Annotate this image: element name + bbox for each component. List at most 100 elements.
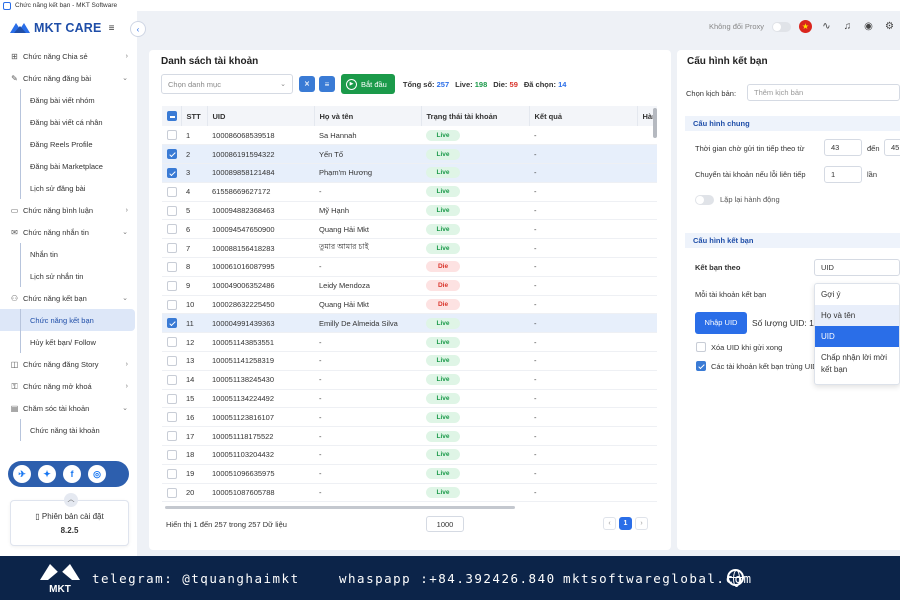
row-select-cell[interactable] bbox=[162, 389, 181, 409]
play-circle-icon[interactable]: ◉ bbox=[864, 21, 873, 32]
select-all-checkbox[interactable] bbox=[167, 111, 177, 121]
row-select-cell[interactable] bbox=[162, 163, 181, 183]
table-row[interactable]: 3 100089858121484 Phạm'm Hương Live - bbox=[162, 163, 657, 183]
menu-icon[interactable]: ≡ bbox=[108, 22, 115, 34]
import-uid-button[interactable]: Nhập UID bbox=[695, 312, 747, 334]
row-checkbox[interactable] bbox=[167, 449, 177, 460]
row-checkbox[interactable] bbox=[167, 374, 177, 385]
same-uid-option[interactable] bbox=[696, 361, 706, 371]
wait-to-input[interactable]: 45 bbox=[884, 139, 900, 156]
row-checkbox[interactable] bbox=[167, 337, 177, 348]
next-page-button[interactable]: › bbox=[635, 517, 648, 530]
row-checkbox[interactable] bbox=[167, 468, 177, 479]
row-checkbox[interactable] bbox=[167, 393, 177, 404]
list-button[interactable]: ≡ bbox=[319, 76, 335, 92]
filter-button[interactable]: ⩙ bbox=[299, 76, 315, 92]
sidebar-item-comment[interactable]: ▭ Chức năng bình luận › bbox=[0, 199, 137, 221]
sidebar-sub-post-history[interactable]: Lịch sử đăng bài bbox=[0, 177, 137, 199]
messenger-icon[interactable]: ✦ bbox=[38, 465, 56, 483]
row-checkbox[interactable] bbox=[167, 224, 177, 235]
table-row[interactable]: 19 100051096635975- Live - bbox=[162, 464, 657, 484]
row-checkbox[interactable] bbox=[167, 243, 177, 254]
row-select-cell[interactable] bbox=[162, 407, 181, 428]
row-select-cell[interactable] bbox=[162, 238, 181, 259]
table-row[interactable]: 13 100051141258319- Live - bbox=[162, 351, 657, 371]
row-checkbox[interactable] bbox=[167, 261, 177, 272]
dropdown-option-uid[interactable]: UID bbox=[815, 326, 899, 347]
row-select-cell[interactable] bbox=[162, 276, 181, 296]
proxy-toggle[interactable] bbox=[772, 21, 791, 32]
friend-by-select[interactable]: UID bbox=[814, 259, 900, 276]
sidebar-sub-marketplace[interactable]: Đăng bài Marketplace bbox=[0, 155, 137, 177]
row-checkbox[interactable] bbox=[167, 205, 177, 216]
sidebar-sub-reels[interactable]: Đăng Reels Profile bbox=[0, 133, 137, 155]
whatsapp-contact[interactable]: whaspapp :+84.392426.840 bbox=[339, 571, 556, 586]
row-checkbox[interactable] bbox=[167, 186, 177, 197]
prev-page-button[interactable]: ‹ bbox=[603, 517, 616, 530]
row-checkbox[interactable] bbox=[167, 487, 177, 498]
table-row[interactable]: 17 100051118175522- Live - bbox=[162, 426, 657, 447]
row-checkbox[interactable] bbox=[167, 355, 177, 366]
table-row[interactable]: 14 100051138245430- Live - bbox=[162, 370, 657, 390]
row-select-cell[interactable] bbox=[162, 201, 181, 221]
sidebar-item-story[interactable]: ◫ Chức năng đăng Story › bbox=[0, 353, 137, 375]
website-icon[interactable]: ◎ bbox=[88, 465, 106, 483]
scenario-select[interactable]: Thêm kịch bản bbox=[747, 84, 900, 101]
table-row[interactable]: 10 100028632225450 Quang Hải Mkt Die - bbox=[162, 295, 657, 315]
col-status[interactable]: Trạng thái tài khoản bbox=[421, 106, 530, 126]
sidebar-sub-message-history[interactable]: Lịch sử nhắn tin bbox=[0, 265, 137, 287]
row-select-cell[interactable] bbox=[162, 332, 181, 353]
row-checkbox[interactable] bbox=[167, 280, 177, 291]
telegram-icon[interactable]: ✈ bbox=[13, 465, 31, 483]
sidebar-item-care[interactable]: ▤ Chăm sóc tài khoản ⌄ bbox=[0, 397, 137, 419]
vietnam-flag-icon[interactable]: ★ bbox=[799, 20, 812, 33]
row-checkbox[interactable] bbox=[167, 318, 177, 329]
table-horizontal-scrollbar[interactable] bbox=[165, 506, 515, 509]
row-select-cell[interactable] bbox=[162, 144, 181, 165]
facebook-icon[interactable]: f bbox=[63, 465, 81, 483]
row-select-cell[interactable] bbox=[162, 313, 181, 334]
sidebar-sub-message[interactable]: Nhắn tin bbox=[0, 243, 137, 265]
category-select[interactable]: Chọn danh mục ⌄ bbox=[161, 74, 293, 94]
table-row[interactable]: 5 100094882368463 Mỹ Hạnh Live - bbox=[162, 201, 657, 221]
collapse-sidebar-button[interactable]: ‹ bbox=[130, 21, 146, 37]
gear-icon[interactable]: ⚙ bbox=[885, 21, 894, 32]
select-all-cell[interactable] bbox=[162, 106, 182, 126]
chevron-up-icon[interactable]: ︿ bbox=[64, 493, 78, 507]
activity-icon[interactable]: ∿ bbox=[822, 21, 831, 32]
delete-uid-option[interactable] bbox=[696, 342, 706, 352]
table-vertical-scrollbar[interactable] bbox=[653, 108, 657, 138]
row-checkbox[interactable] bbox=[167, 130, 177, 141]
same-uid-checkbox[interactable] bbox=[696, 361, 706, 371]
row-select-cell[interactable] bbox=[162, 295, 181, 315]
row-select-cell[interactable] bbox=[162, 219, 181, 240]
table-row[interactable]: 18 100051103204432- Live - bbox=[162, 445, 657, 465]
sidebar-item-friend[interactable]: ⚇ Chức năng kết bạn ⌄ bbox=[0, 287, 137, 309]
wait-from-input[interactable]: 43 bbox=[824, 139, 862, 156]
sidebar-item-post[interactable]: ✎ Chức năng đăng bài ⌄ bbox=[0, 67, 137, 89]
table-row[interactable]: 2 100086191594322 Yến Tố Live - bbox=[162, 144, 657, 165]
dropdown-option-suggestion[interactable]: Gợi ý bbox=[821, 290, 841, 299]
bell-icon[interactable]: ♫ bbox=[843, 21, 852, 32]
row-select-cell[interactable] bbox=[162, 426, 181, 447]
row-select-cell[interactable] bbox=[162, 182, 181, 202]
row-select-cell[interactable] bbox=[162, 257, 181, 277]
telegram-contact[interactable]: telegram: @tquanghaimkt bbox=[92, 571, 300, 586]
sidebar-sub-account[interactable]: Chức năng tài khoản bbox=[0, 419, 137, 441]
table-row[interactable]: 6 100094547650900 Quang Hải Mkt Live - bbox=[162, 219, 657, 240]
sidebar-item-message[interactable]: ✉ Chức năng nhắn tin ⌄ bbox=[0, 221, 137, 243]
table-row[interactable]: 8 100061016087995- Die - bbox=[162, 257, 657, 277]
table-row[interactable]: 7 100088156418283 তুমার আমার চাই Live - bbox=[162, 238, 657, 259]
table-row[interactable]: 20 100051087605788- Live - bbox=[162, 483, 657, 503]
sidebar-item-share[interactable]: ⊞ Chức năng Chia sẻ › bbox=[0, 45, 137, 67]
row-checkbox[interactable] bbox=[167, 431, 177, 442]
sidebar-sub-unfriend[interactable]: Hủy kết bạn/ Follow bbox=[0, 331, 137, 353]
row-select-cell[interactable] bbox=[162, 464, 181, 484]
row-select-cell[interactable] bbox=[162, 445, 181, 465]
row-select-cell[interactable] bbox=[162, 483, 181, 503]
col-stt[interactable]: STT bbox=[181, 106, 208, 126]
dropdown-option-fullname[interactable]: Họ và tên bbox=[815, 305, 899, 326]
row-checkbox[interactable] bbox=[167, 168, 177, 178]
current-page-button[interactable]: 1 bbox=[619, 517, 632, 530]
delete-uid-checkbox[interactable] bbox=[696, 342, 706, 352]
